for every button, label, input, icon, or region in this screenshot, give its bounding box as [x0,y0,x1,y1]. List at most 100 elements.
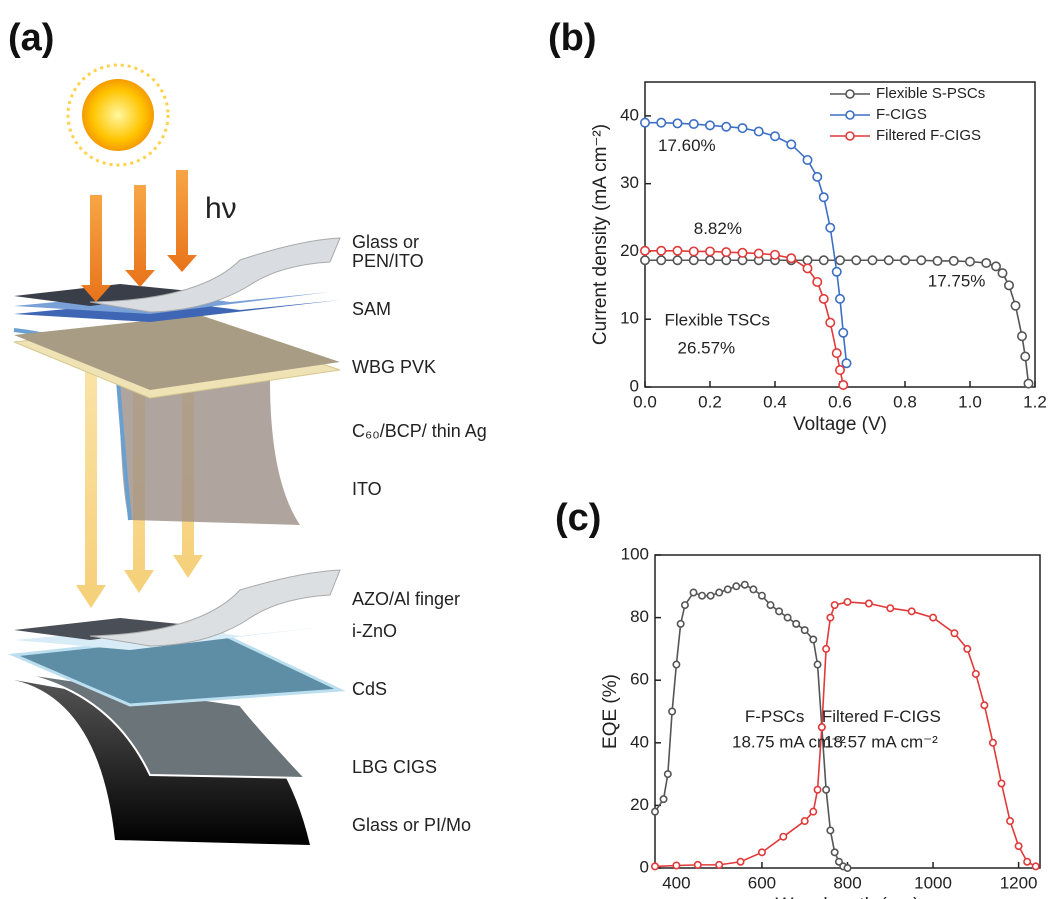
data-point [663,770,672,779]
layer-label: WBG PVK [352,357,436,377]
x-tick-label: 1.2 [1023,392,1047,411]
x-tick-label: 0.8 [893,392,917,411]
data-point [838,327,849,338]
data-point [749,585,758,594]
x-axis-label: Voltage (V) [793,414,887,435]
data-point [672,660,681,669]
y-axis-label: EQE (%) [600,674,621,749]
data-point [659,795,668,804]
data-point [997,268,1008,279]
data-point [668,707,677,716]
data-point [676,619,685,628]
data-point [830,848,839,857]
annotation: F-PSCs [745,707,805,726]
data-point [825,222,836,233]
data-point [1014,842,1023,851]
data-point [704,246,715,257]
data-point [650,862,659,871]
data-point [1006,817,1015,826]
data-point [704,120,715,131]
data-point [639,245,650,256]
x-tick-label: 0.4 [763,392,787,411]
data-point [792,619,801,628]
data-point [822,785,831,794]
data-point [802,255,813,266]
data-point [813,660,822,669]
data-point [639,255,650,266]
light-label: hν [205,192,237,225]
data-point [656,117,667,128]
data-point [1016,331,1027,342]
data-point [826,613,835,622]
data-point [715,588,724,597]
data-point [639,117,650,128]
data-point [834,293,845,304]
data-point [672,118,683,129]
data-point [1023,857,1032,866]
data-point [656,255,667,266]
data-point [826,826,835,835]
x-axis-label: Wavelength (nm) [776,895,920,899]
data-point [997,779,1006,788]
data-point [737,123,748,134]
data-point [818,255,829,266]
data-point [867,255,878,266]
data-point [802,154,813,165]
data-point [851,255,862,266]
data-point [721,121,732,132]
data-point [812,171,823,182]
data-point [775,607,784,616]
data-point [830,601,839,610]
y-tick-label: 60 [630,670,649,689]
legend-label: F-CIGS [876,106,927,123]
data-point [753,126,764,137]
data-point [843,863,852,872]
data-point [757,848,766,857]
data-point [899,255,910,266]
x-tick-label: 0.0 [633,392,657,411]
data-point [800,626,809,635]
bottom-cell [8,569,346,845]
data-point [883,255,894,266]
layer-label: SAM [352,299,391,319]
x-tick-label: 600 [748,873,776,892]
x-tick-label: 800 [833,873,861,892]
data-point [723,585,732,594]
data-point [693,860,702,869]
data-point [698,591,707,600]
data-point [988,738,997,747]
data-point [981,257,992,268]
data-point [672,255,683,266]
annotation: 18.57 mA cm⁻² [824,732,938,751]
data-point [834,255,845,266]
y-tick-label: 100 [621,544,649,563]
data-point [721,247,732,258]
annotation: 17.60% [658,136,716,155]
data-point [737,247,748,258]
data-point [736,857,745,866]
y-tick-label: 40 [630,732,649,751]
data-point [656,245,667,256]
data-point [843,597,852,606]
annotation: 17.75% [928,271,986,290]
data-point [971,669,980,678]
data-point [809,635,818,644]
data-point [769,131,780,142]
series-line [654,583,848,869]
data-point [688,255,699,266]
legend-marker [845,110,855,120]
y-tick-label: 20 [630,795,649,814]
data-point [907,607,916,616]
annotation: 18.75 mA cm⁻² [732,732,846,751]
data-point [786,253,797,264]
legend-label: Flexible S-PSCs [876,85,985,102]
data-point [818,293,829,304]
data-point [990,261,1001,272]
data-point [732,582,741,591]
panel-a: (a) hν [8,17,487,845]
data-point [1031,862,1040,871]
y-axis-label: Current density (mA cm⁻²) [590,124,611,345]
panel-label: (a) [8,17,54,59]
data-point [812,276,823,287]
